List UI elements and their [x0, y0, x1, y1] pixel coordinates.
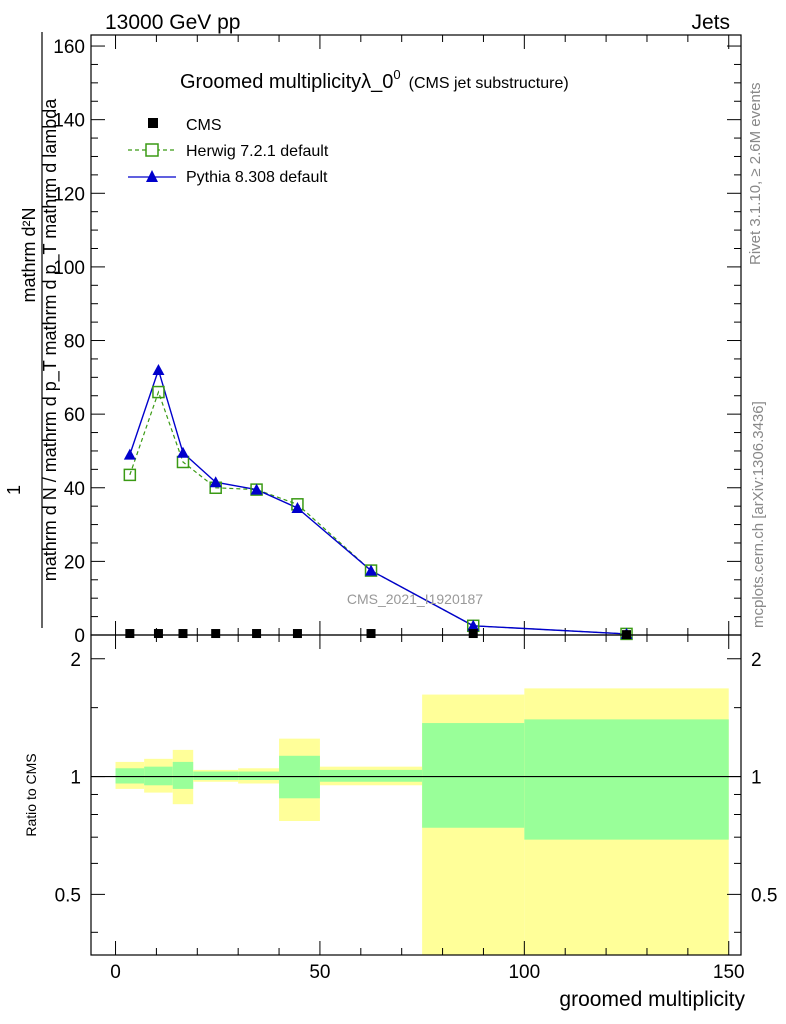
y-tick-label: 40: [64, 479, 85, 500]
plot-title-sub: (CMS jet substructure): [409, 75, 569, 92]
y-tick-label: 160: [53, 37, 85, 58]
pythia-point: [152, 363, 165, 375]
x-tick-label: 150: [713, 962, 745, 983]
x-tick-labels: 0 50 100 150: [110, 962, 744, 983]
x-tick-label: 50: [309, 962, 330, 983]
ratio-band-green: [193, 771, 239, 780]
y-tick-label: 140: [53, 111, 85, 132]
legend-marker-herwig: [145, 143, 159, 157]
main-ticks: 0 20 40 60 80 100 120 140 160: [53, 35, 741, 647]
y-tick-label: 80: [64, 332, 85, 353]
y-tick-label: 60: [64, 405, 85, 426]
legend-label-cms: CMS: [186, 117, 222, 134]
legend: CMS Herwig 7.2.1 default Pythia 8.308 de…: [128, 117, 329, 186]
ratio-tick-label: 0.5: [55, 885, 81, 906]
cms-point: [292, 629, 302, 639]
legend-marker-cms: [148, 118, 158, 128]
ratio-bands: [91, 688, 741, 955]
ratio-band-green: [422, 723, 525, 828]
ratio-tick-label: 2: [70, 650, 81, 671]
x-axis-label: groomed multiplicity: [559, 988, 745, 1011]
rivet-info: Rivet 3.1.10, ≥ 2.6M events: [747, 83, 764, 266]
cms-point: [366, 629, 376, 639]
ratio-tick-label-right: 1: [751, 768, 762, 789]
cms-point: [211, 629, 221, 639]
pythia-point: [467, 619, 480, 631]
herwig-point: [123, 468, 137, 482]
ratio-band-green: [115, 768, 145, 784]
cms-point: [153, 629, 163, 639]
y-tick-label: 0: [74, 626, 85, 647]
header-energy: 13000 GeV pp: [105, 11, 240, 34]
plot-title-sup: 0: [393, 67, 400, 82]
ratio-band-green: [238, 771, 280, 780]
y-tick-label: 100: [53, 258, 85, 279]
herwig-point: [152, 385, 165, 399]
ratio-band-green: [319, 769, 423, 782]
x-tick-label: 100: [508, 962, 540, 983]
pythia-point: [209, 476, 222, 488]
mcplots-info: mcplots.cern.ch [arXiv:1306.3436]: [750, 401, 767, 628]
y-tick-label: 120: [53, 184, 85, 205]
cms-point: [252, 629, 262, 639]
y-label-prefix: 1: [4, 485, 24, 495]
pythia-point: [250, 483, 263, 495]
ratio-tick-label: 1: [70, 768, 81, 789]
main-y-label: mathrm d²N 1 mathrm d N / mathrm d p_T m…: [4, 32, 61, 628]
ratio-band-green: [172, 761, 194, 789]
y-tick-label: 20: [64, 552, 85, 573]
pythia-point: [365, 564, 378, 576]
ratio-band-green: [524, 719, 729, 840]
pythia-point: [176, 446, 189, 458]
y-label-denominator: mathrm d N / mathrm d p_T mathrm d p_T m…: [40, 98, 61, 581]
plot-title-main: Groomed multiplicityλ_0: [180, 71, 393, 93]
ratio-y-label: Ratio to CMS: [23, 753, 39, 836]
cms-point: [125, 629, 135, 639]
x-tick-label: 0: [110, 962, 121, 983]
cms-point: [468, 629, 478, 639]
watermark: CMS_2021_I1920187: [347, 591, 483, 607]
pythia-point: [291, 502, 304, 514]
legend-label-pythia: Pythia 8.308 default: [186, 169, 328, 186]
y-label-numerator: mathrm d²N: [19, 207, 39, 302]
legend-label-herwig: Herwig 7.2.1 default: [186, 143, 329, 160]
cms-point: [178, 629, 188, 639]
legend-marker-pythia: [146, 170, 158, 182]
plot-title: Groomed multiplicityλ_00 (CMS jet substru…: [180, 67, 569, 93]
pythia-point: [123, 448, 136, 460]
header-process: Jets: [691, 11, 730, 34]
ratio-panel: 0.5 0.5 1 1 2 2: [55, 635, 777, 955]
ratio-ticks: 0.5 0.5 1 1 2 2: [55, 635, 777, 955]
ratio-tick-label-right: 0.5: [751, 885, 777, 906]
ratio-tick-label-right: 2: [751, 650, 762, 671]
ratio-frame: [90, 634, 742, 956]
